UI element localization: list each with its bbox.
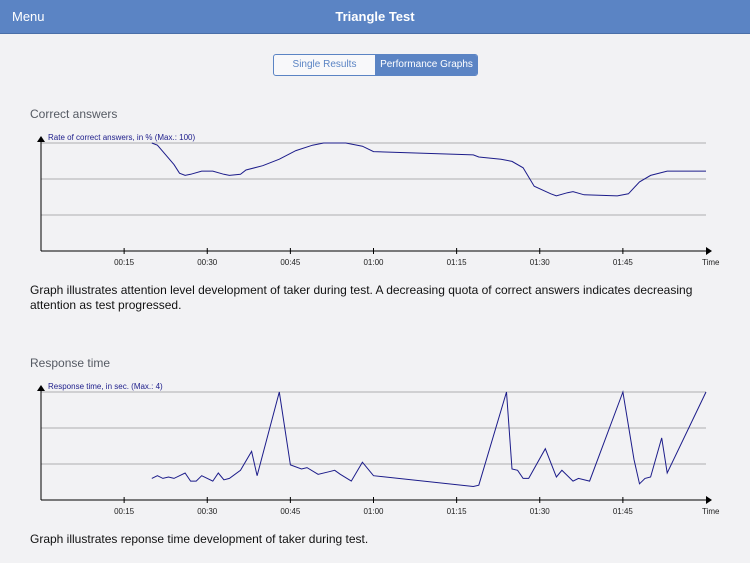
performance-graphs-tab[interactable]: Performance Graphs <box>375 55 477 75</box>
x-tick-label: 01:30 <box>530 258 551 267</box>
series-line <box>151 142 706 197</box>
x-tick-label: 00:15 <box>114 258 135 267</box>
y-axis-arrow <box>37 385 45 391</box>
x-axis-label: Time <box>702 507 720 516</box>
navigation-bar: Menu Triangle Test <box>0 0 750 34</box>
response-time-chart: Response time, in sec. (Max.: 4) 00:15 00:… <box>37 382 720 516</box>
correct-answers-title: Correct answers <box>30 107 118 121</box>
x-tick-label: 00:30 <box>197 258 218 267</box>
y-axis-label: Response time, in sec. (Max.: 4) <box>48 382 163 391</box>
x-tick-label: 01:45 <box>613 507 634 516</box>
single-results-tab[interactable]: Single Results <box>292 59 357 70</box>
response-time-description: Graph illustrates reponse time developme… <box>30 532 369 546</box>
response-time-title: Response time <box>30 356 111 370</box>
x-tick-label: 00:45 <box>280 507 301 516</box>
view-segmented-control: Single Results Performance Graphs <box>273 54 478 76</box>
x-axis-arrow <box>706 247 712 255</box>
x-axis-arrow <box>706 496 712 504</box>
correct-answers-chart: Rate of correct answers, in % (Max.: 100… <box>37 133 720 267</box>
x-tick-label: 00:30 <box>197 507 218 516</box>
page-title: Triangle Test <box>335 9 415 24</box>
x-tick-label: 01:15 <box>447 507 468 516</box>
x-tick-label: 01:30 <box>530 507 551 516</box>
x-axis-label: Time <box>702 258 720 267</box>
y-axis-label: Rate of correct answers, in % (Max.: 100… <box>48 133 196 142</box>
correct-answers-description: Graph illustrates attention level develo… <box>30 283 693 312</box>
x-tick-label: 00:15 <box>114 507 135 516</box>
series-line <box>151 390 707 488</box>
x-tick-label: 01:00 <box>363 258 384 267</box>
y-axis-arrow <box>37 136 45 142</box>
x-tick-label: 01:00 <box>363 507 384 516</box>
x-tick-label: 01:45 <box>613 258 634 267</box>
x-tick-label: 00:45 <box>280 258 301 267</box>
menu-button[interactable]: Menu <box>12 9 45 24</box>
x-tick-label: 01:15 <box>447 258 468 267</box>
